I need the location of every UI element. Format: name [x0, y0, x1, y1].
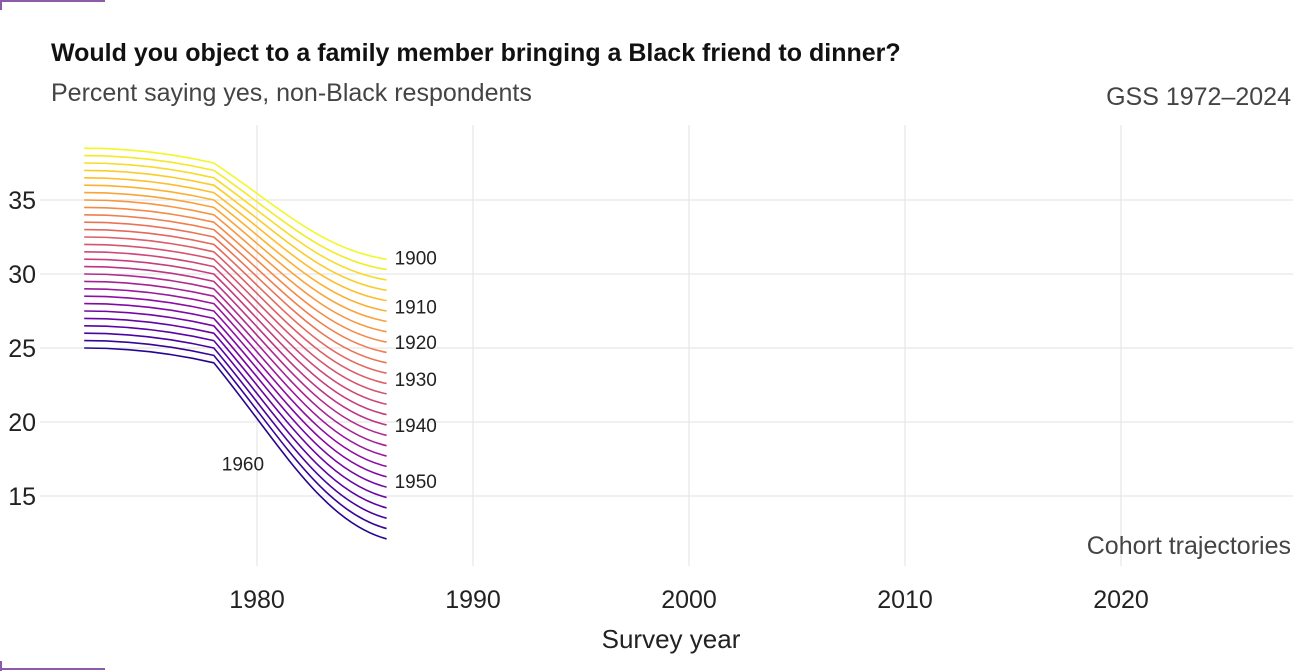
- cohort-line: [84, 228, 387, 374]
- cohort-label-1910: 1910: [395, 298, 437, 319]
- cohort-label-1940: 1940: [395, 416, 437, 437]
- cohort-line: [84, 280, 387, 447]
- x-tick-2000: 2000: [661, 586, 717, 614]
- cohort-label-1930: 1930: [395, 370, 437, 391]
- cohort-label-1960: 1960: [222, 454, 264, 475]
- cohort-line: [84, 258, 387, 416]
- cohort-line: [84, 310, 387, 488]
- cohort-label-1950: 1950: [395, 472, 437, 493]
- chart-title: Would you object to a family member brin…: [51, 39, 901, 67]
- cohort-line: [84, 325, 387, 509]
- cohort-line: [84, 332, 387, 519]
- cohort-line: [84, 302, 387, 478]
- y-tick-15: 15: [8, 483, 36, 511]
- cohort-line: [84, 295, 387, 468]
- cohort-line: [84, 317, 387, 499]
- cohort-labels: 1900 1910 1920 1930 1940 1950 1960: [222, 249, 437, 493]
- cohort-line: [84, 147, 387, 260]
- cohort-line: [84, 162, 387, 281]
- cohort-line: [84, 265, 387, 426]
- cohort-line: [84, 199, 387, 333]
- y-tick-20: 20: [8, 409, 36, 437]
- cohort-line: [84, 347, 387, 540]
- y-tick-30: 30: [8, 261, 36, 289]
- cohort-line: [84, 206, 387, 343]
- cohort-line: [84, 288, 387, 457]
- cohort-line: [84, 243, 387, 395]
- cohort-line: [84, 221, 387, 364]
- y-tick-35: 35: [8, 187, 36, 215]
- x-axis-ticks: 1980 1990 2000 2010 2020: [229, 586, 1149, 614]
- series-layer: [84, 147, 387, 540]
- cohort-line: [84, 251, 387, 406]
- cohort-line: [84, 236, 387, 385]
- cohort-line: [84, 191, 387, 323]
- chart-subtitle: Percent saying yes, non-Black respondent…: [51, 79, 532, 107]
- x-tick-2020: 2020: [1093, 586, 1149, 614]
- cohort-label-1900: 1900: [395, 249, 437, 270]
- grid-lines: [40, 125, 1293, 566]
- x-axis-title: Survey year: [602, 624, 741, 654]
- cohort-line: [84, 273, 387, 437]
- x-tick-1990: 1990: [445, 586, 501, 614]
- cohort-line: [84, 214, 387, 354]
- chart-source: GSS 1972–2024: [1106, 83, 1291, 111]
- y-axis-ticks: 15 20 25 30 35: [8, 187, 36, 511]
- x-tick-1980: 1980: [229, 586, 285, 614]
- x-tick-2010: 2010: [877, 586, 933, 614]
- cohort-line: [84, 154, 387, 271]
- cohort-line: [84, 169, 387, 292]
- frame-corner-top: [0, 0, 105, 10]
- cohort-annotation: Cohort trajectories: [1087, 532, 1291, 560]
- cohort-line: [84, 339, 387, 530]
- cohort-line: [84, 184, 387, 312]
- frame-corner-bottom: [0, 661, 105, 671]
- cohort-label-1920: 1920: [395, 333, 437, 354]
- cohort-line: [84, 177, 387, 302]
- y-tick-25: 25: [8, 335, 36, 363]
